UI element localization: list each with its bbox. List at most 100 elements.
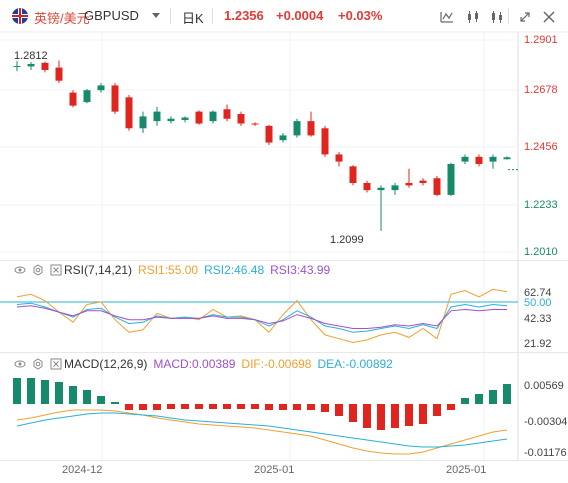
- candle-body: [447, 163, 455, 195]
- macd-bar: [153, 404, 161, 410]
- chevron-down-icon[interactable]: [152, 13, 160, 18]
- candle-body: [391, 185, 399, 191]
- eye-icon[interactable]: [14, 358, 26, 370]
- candle-body: [69, 92, 77, 106]
- candle-body: [83, 90, 91, 103]
- candle-body: [461, 156, 469, 162]
- price-axis-label: 1.2901: [524, 34, 558, 46]
- candlestick-icon[interactable]: [490, 10, 504, 24]
- macd-bar: [279, 404, 287, 410]
- price-change-percent: +0.03%: [338, 8, 383, 23]
- rsi1-value: RSI1:55.00: [138, 263, 199, 277]
- candle-body: [405, 182, 413, 186]
- candle-body: [139, 116, 147, 129]
- candle-body: [349, 166, 357, 183]
- candle-body: [335, 154, 343, 162]
- close-icon[interactable]: [50, 358, 62, 370]
- macd-bar: [55, 382, 63, 404]
- candle-body: [321, 128, 329, 155]
- chart-type-icon[interactable]: [466, 10, 480, 24]
- macd-bar: [181, 404, 189, 409]
- candle-body: [433, 178, 441, 195]
- macd-axis-label: -0.01176: [524, 447, 567, 459]
- candle-body: [27, 64, 35, 67]
- price-axis-label: 1.2233: [524, 199, 558, 211]
- rsi-axis-label: 21.92: [524, 338, 552, 350]
- candle-body: [223, 109, 231, 119]
- uk-flag-icon: [12, 8, 28, 24]
- last-price: 1.2356: [224, 8, 264, 23]
- expand-icon[interactable]: [518, 10, 532, 24]
- candle-body: [55, 67, 63, 81]
- rsi1-line: [16, 288, 508, 344]
- macd-bar: [251, 404, 259, 409]
- candle-body: [279, 135, 287, 141]
- macd-bar: [237, 404, 245, 409]
- indicator-settings-icon[interactable]: [440, 10, 454, 24]
- macd-bar: [111, 402, 119, 404]
- macd-axis-label: 0.00569: [524, 380, 564, 392]
- macd-bar: [293, 404, 301, 410]
- macd-header: MACD(12,26,9) MACD:0.00389 DIF:-0.00698 …: [14, 357, 399, 371]
- time-axis-label: 2025-01: [254, 464, 295, 476]
- macd-bar: [363, 404, 371, 428]
- macd-bar: [405, 404, 413, 426]
- macd-bar: [433, 404, 441, 416]
- symbol-name[interactable]: 英镑/美元: [34, 11, 90, 26]
- candle-body: [475, 156, 483, 164]
- pane-divider: [0, 260, 568, 261]
- gear-icon[interactable]: [32, 264, 44, 276]
- candle-body: [251, 123, 259, 125]
- dea-line: [16, 412, 508, 448]
- dif-line: [16, 409, 508, 455]
- close-icon[interactable]: [542, 10, 556, 24]
- macd-bar: [265, 404, 273, 410]
- rsi2-value: RSI2:46.48: [204, 263, 265, 277]
- eye-icon[interactable]: [14, 264, 26, 276]
- macd-bar: [209, 404, 217, 409]
- macd-bar: [167, 404, 175, 409]
- dif-value: DIF:-0.00698: [241, 357, 312, 371]
- close-icon[interactable]: [50, 264, 62, 276]
- macd-bar: [349, 404, 357, 422]
- macd-bar: [307, 404, 315, 410]
- candle-body: [237, 113, 245, 124]
- separator: [508, 8, 509, 24]
- rsi3-value: RSI3:43.99: [270, 263, 331, 277]
- candle-body: [489, 156, 497, 162]
- price-change: +0.0004: [276, 8, 324, 23]
- pane-divider: [0, 352, 568, 353]
- rsi3-line: [16, 305, 507, 329]
- macd-bar: [69, 386, 77, 404]
- period-selector[interactable]: 日K: [182, 11, 204, 26]
- price-axis-label: 1.2678: [524, 84, 558, 96]
- candle-body: [419, 180, 427, 183]
- candle-body: [153, 111, 161, 122]
- candle-body: [13, 65, 21, 67]
- candle-body: [181, 117, 189, 120]
- macd-value: MACD:0.00389: [153, 357, 236, 371]
- candle-body: [265, 125, 273, 143]
- macd-bar: [461, 398, 469, 404]
- price-axis-label: 1.2010: [524, 246, 558, 258]
- macd-bar: [139, 404, 147, 410]
- candle-body: [363, 182, 371, 191]
- rsi-axis-label: 62.74: [524, 287, 552, 299]
- time-axis-label: 2024-12: [62, 464, 103, 476]
- candle-body: [195, 111, 203, 124]
- macd-bar: [475, 394, 483, 404]
- candle-body: [503, 157, 511, 160]
- macd-bar: [13, 378, 21, 404]
- symbol-code[interactable]: GBPUSD: [84, 8, 139, 23]
- separator: [212, 8, 213, 24]
- rsi-axis-label: 42.33: [524, 313, 552, 325]
- separator: [170, 8, 171, 24]
- macd-bar: [335, 404, 343, 416]
- price-axis-label: 1.2456: [524, 141, 558, 153]
- gear-icon[interactable]: [32, 358, 44, 370]
- candle-body: [97, 85, 105, 91]
- candle-body: [307, 121, 315, 136]
- macd-bar: [377, 404, 385, 430]
- macd-bar: [391, 404, 399, 428]
